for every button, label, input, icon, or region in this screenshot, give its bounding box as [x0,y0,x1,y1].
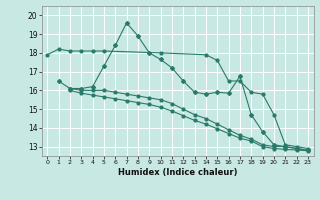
X-axis label: Humidex (Indice chaleur): Humidex (Indice chaleur) [118,168,237,177]
